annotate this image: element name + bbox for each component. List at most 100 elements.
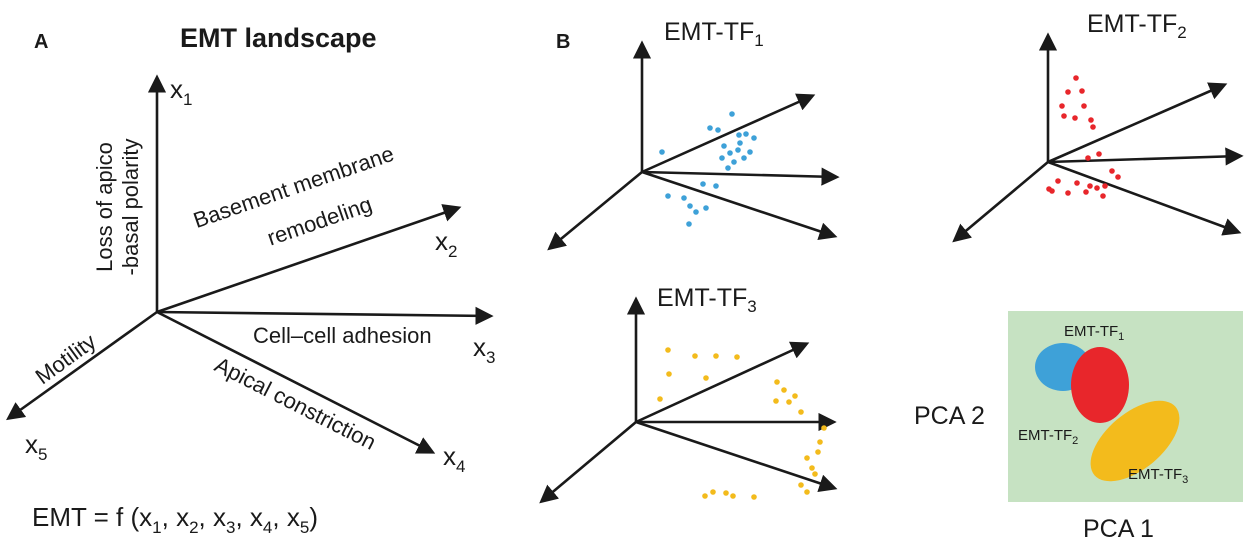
tf3-dot: [774, 379, 780, 385]
tf3-dot: [812, 471, 818, 477]
tf1-dot: [686, 221, 692, 227]
tf2-dot: [1065, 89, 1071, 95]
tf1-dot: [729, 111, 735, 117]
tf1-dot: [703, 205, 709, 211]
tf2-dot: [1096, 151, 1102, 157]
tf3-axes: [539, 296, 838, 504]
tf3-dot: [723, 490, 729, 496]
axis-x2-name: x2: [435, 226, 457, 261]
tf1-cluster: [659, 111, 757, 227]
tf1-title: EMT-TF1: [664, 18, 764, 50]
axis-x1-label-line1: Loss of apico: [92, 142, 117, 272]
axis-x4-label: Apical constriction: [211, 352, 380, 455]
pca-plot: EMT-TF1 EMT-TF2 EMT-TF3 PCA 2 PCA 1: [914, 311, 1243, 543]
tf3-dot: [710, 489, 716, 495]
tf3-dot: [804, 489, 810, 495]
tf2-title: EMT-TF2: [1087, 10, 1187, 42]
axis-x1-name: x1: [170, 74, 192, 109]
tf1-dot: [741, 155, 747, 161]
tf2-dot: [1072, 115, 1078, 121]
tf3-dot: [792, 393, 798, 399]
tf1-dot: [736, 132, 742, 138]
tf1-dot: [665, 193, 671, 199]
tf1-dot: [715, 127, 721, 133]
panel-a: A EMT landscape x1 x2 x3 x4 x5 Loss of a…: [6, 23, 495, 537]
axis-x4-name: x4: [443, 441, 465, 476]
tf1-dot: [719, 155, 725, 161]
tf2-dot: [1059, 103, 1065, 109]
tf3-dot: [665, 347, 671, 353]
tf3-dot: [804, 455, 810, 461]
pca-xlabel: PCA 1: [1083, 515, 1154, 543]
axis-x1-label-line2: -basal polarity: [118, 139, 143, 276]
tf3-title: EMT-TF3: [657, 284, 757, 316]
tf3-dot: [692, 353, 698, 359]
tf2-dot: [1090, 124, 1096, 130]
tf2-dot: [1081, 103, 1087, 109]
tf3-dot: [773, 398, 779, 404]
tf2-dot: [1079, 88, 1085, 94]
panel-b-label: B: [556, 31, 570, 53]
tf1-dot: [681, 195, 687, 201]
tf2-dot: [1055, 178, 1061, 184]
axis-x5-name: x5: [25, 429, 47, 464]
tf1-plot: EMT-TF1: [547, 18, 840, 251]
tf1-dot: [707, 125, 713, 131]
pca-label-tf3: EMT-TF3: [1128, 466, 1188, 486]
tf3-plot: EMT-TF3: [539, 284, 838, 504]
tf2-dot: [1094, 185, 1100, 191]
panel-b: B EMT-TF1 EMT-TF2: [539, 10, 1244, 543]
axis-x3: [156, 306, 494, 325]
tf3-dot: [809, 465, 815, 471]
tf1-dot: [735, 147, 741, 153]
tf1-dot: [713, 183, 719, 189]
tf3-dot: [781, 387, 787, 393]
tf1-dot: [731, 159, 737, 165]
tf3-dot: [734, 354, 740, 360]
tf2-dot: [1083, 189, 1089, 195]
panel-a-label: A: [34, 31, 48, 53]
pca-label-tf1: EMT-TF1: [1064, 323, 1124, 343]
landscape-axes: [6, 74, 494, 454]
tf2-dot: [1100, 193, 1106, 199]
tf1-dot: [727, 150, 733, 156]
tf1-dot: [725, 165, 731, 171]
axis-x2: [156, 204, 462, 314]
tf1-dot: [743, 131, 749, 137]
tf3-dot: [702, 493, 708, 499]
axis-x4: [156, 310, 436, 454]
tf3-dot: [786, 399, 792, 405]
pca-ylabel: PCA 2: [914, 402, 985, 430]
tf3-dot: [730, 493, 736, 499]
tf3-dot: [798, 409, 804, 415]
tf2-dot: [1087, 183, 1093, 189]
tf1-axes: [547, 40, 840, 251]
tf2-dot: [1074, 180, 1080, 186]
tf3-dot: [751, 494, 757, 500]
tf2-axes: [952, 32, 1244, 243]
tf3-dot: [815, 449, 821, 455]
tf1-dot: [747, 149, 753, 155]
tf1-dot: [751, 135, 757, 141]
tf1-dot: [737, 140, 743, 146]
tf2-dot: [1115, 174, 1121, 180]
tf2-plot: EMT-TF2: [952, 10, 1244, 243]
tf3-dot: [713, 353, 719, 359]
axis-x3-label: Cell–cell adhesion: [253, 323, 432, 348]
axis-x3-name: x3: [473, 332, 495, 367]
pca-cluster-tf2: [1071, 347, 1129, 423]
tf3-dot: [798, 482, 804, 488]
tf2-dot: [1073, 75, 1079, 81]
axis-x5: [6, 310, 158, 421]
tf1-dot: [693, 209, 699, 215]
tf3-dot: [817, 439, 823, 445]
tf2-dot: [1088, 117, 1094, 123]
tf2-dot: [1061, 113, 1067, 119]
pca-cluster-tf3: [1090, 400, 1180, 482]
tf2-dot: [1085, 155, 1091, 161]
tf3-cluster: [657, 347, 827, 500]
tf3-dot: [657, 396, 663, 402]
tf1-dot: [700, 181, 706, 187]
tf2-dot: [1049, 188, 1055, 194]
